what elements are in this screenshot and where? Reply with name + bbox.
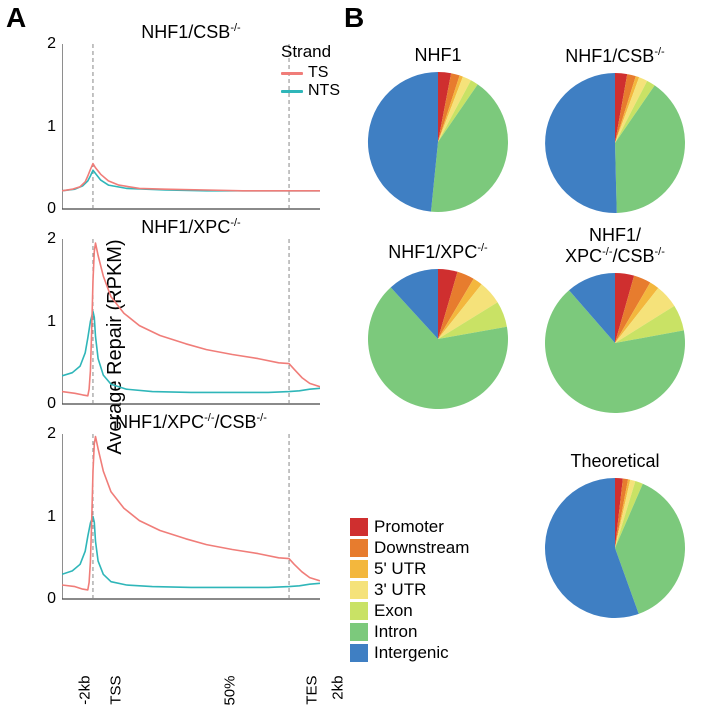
legend-swatch bbox=[281, 90, 303, 93]
legend-swatch bbox=[350, 602, 368, 620]
strand-legend-item: TS bbox=[281, 64, 340, 82]
category-legend-item: Intron bbox=[350, 622, 469, 642]
pie-title: NHF1/XPC-/-/CSB-/- bbox=[535, 226, 695, 267]
legend-label: 5' UTR bbox=[374, 559, 426, 579]
line-chart: NHF1/XPC-/-/CSB-/-012 bbox=[62, 410, 320, 605]
line-charts-container: NHF1/CSB-/-012StrandTSNTSNHF1/XPC-/-012N… bbox=[62, 20, 320, 605]
pie-title: NHF1 bbox=[358, 46, 518, 66]
category-legend-item: Intergenic bbox=[350, 643, 469, 663]
panel-a: A Average Repair (RPKM) NHF1/CSB-/-012St… bbox=[0, 0, 340, 694]
strand-legend: Strand TSNTS bbox=[281, 42, 340, 100]
pie-slice bbox=[368, 72, 438, 212]
y-tick-label: 1 bbox=[47, 313, 62, 331]
category-legend-item: Exon bbox=[350, 601, 469, 621]
pie-svg bbox=[543, 271, 687, 415]
chart-title: NHF1/XPC-/-/CSB-/- bbox=[115, 412, 267, 433]
legend-label: TS bbox=[308, 64, 328, 82]
legend-label: Exon bbox=[374, 601, 413, 621]
chart-title: NHF1/XPC-/- bbox=[141, 217, 240, 238]
chart-svg bbox=[62, 410, 320, 605]
pie-chart: Theoretical bbox=[535, 452, 695, 620]
y-tick-label: 1 bbox=[47, 118, 62, 136]
strand-legend-item: NTS bbox=[281, 82, 340, 100]
pie-svg bbox=[366, 70, 510, 214]
figure-root: A Average Repair (RPKM) NHF1/CSB-/-012St… bbox=[0, 0, 704, 694]
y-tick-label: 1 bbox=[47, 508, 62, 526]
y-tick-label: 0 bbox=[47, 395, 62, 413]
legend-swatch bbox=[350, 623, 368, 641]
pie-chart: NHF1/XPC-/-/CSB-/- bbox=[535, 226, 695, 415]
nts-line bbox=[62, 517, 320, 588]
x-tick-label: -2kb bbox=[77, 676, 94, 705]
x-tick-label: TSS bbox=[108, 676, 125, 705]
x-axis: -2kbTSS50%TES2kb bbox=[62, 638, 320, 692]
y-tick-label: 2 bbox=[47, 425, 62, 443]
pie-svg bbox=[543, 71, 687, 215]
legend-swatch bbox=[281, 72, 303, 75]
legend-label: NTS bbox=[308, 82, 340, 100]
y-tick-label: 0 bbox=[47, 590, 62, 608]
legend-swatch bbox=[350, 539, 368, 557]
y-tick-label: 2 bbox=[47, 35, 62, 53]
pie-chart: NHF1/XPC-/- bbox=[358, 242, 518, 411]
category-legend-item: Promoter bbox=[350, 517, 469, 537]
category-legend-item: 3' UTR bbox=[350, 580, 469, 600]
legend-label: Intergenic bbox=[374, 643, 449, 663]
category-legend-item: Downstream bbox=[350, 538, 469, 558]
category-legend-item: 5' UTR bbox=[350, 559, 469, 579]
pie-chart: NHF1/CSB-/- bbox=[535, 46, 695, 215]
panel-a-label: A bbox=[6, 2, 26, 34]
pie-title: NHF1/CSB-/- bbox=[535, 46, 695, 67]
ts-line bbox=[62, 243, 320, 396]
legend-label: Promoter bbox=[374, 517, 444, 537]
legend-label: Intron bbox=[374, 622, 417, 642]
pie-svg bbox=[543, 476, 687, 620]
y-tick-label: 0 bbox=[47, 200, 62, 218]
chart-title: NHF1/CSB-/- bbox=[141, 22, 240, 43]
category-legend: PromoterDownstream5' UTR3' UTRExonIntron… bbox=[350, 516, 469, 664]
strand-legend-title: Strand bbox=[281, 42, 340, 62]
pie-title: NHF1/XPC-/- bbox=[358, 242, 518, 263]
pie-slice bbox=[545, 73, 617, 213]
legend-swatch bbox=[350, 644, 368, 662]
panel-b: B NHF1NHF1/CSB-/-NHF1/XPC-/-NHF1/XPC-/-/… bbox=[340, 0, 704, 694]
ts-line bbox=[62, 164, 320, 191]
legend-label: Downstream bbox=[374, 538, 469, 558]
x-tick-label: 50% bbox=[222, 676, 239, 706]
pie-title: Theoretical bbox=[535, 452, 695, 472]
chart-svg bbox=[62, 215, 320, 410]
legend-swatch bbox=[350, 560, 368, 578]
line-chart: NHF1/XPC-/-012 bbox=[62, 215, 320, 410]
y-tick-label: 2 bbox=[47, 230, 62, 248]
legend-label: 3' UTR bbox=[374, 580, 426, 600]
legend-swatch bbox=[350, 581, 368, 599]
pie-svg bbox=[366, 267, 510, 411]
nts-line bbox=[62, 312, 320, 393]
line-chart: NHF1/CSB-/-012StrandTSNTS bbox=[62, 20, 320, 215]
pie-chart: NHF1 bbox=[358, 46, 518, 214]
legend-swatch bbox=[350, 518, 368, 536]
x-tick-label: TES bbox=[304, 676, 321, 705]
